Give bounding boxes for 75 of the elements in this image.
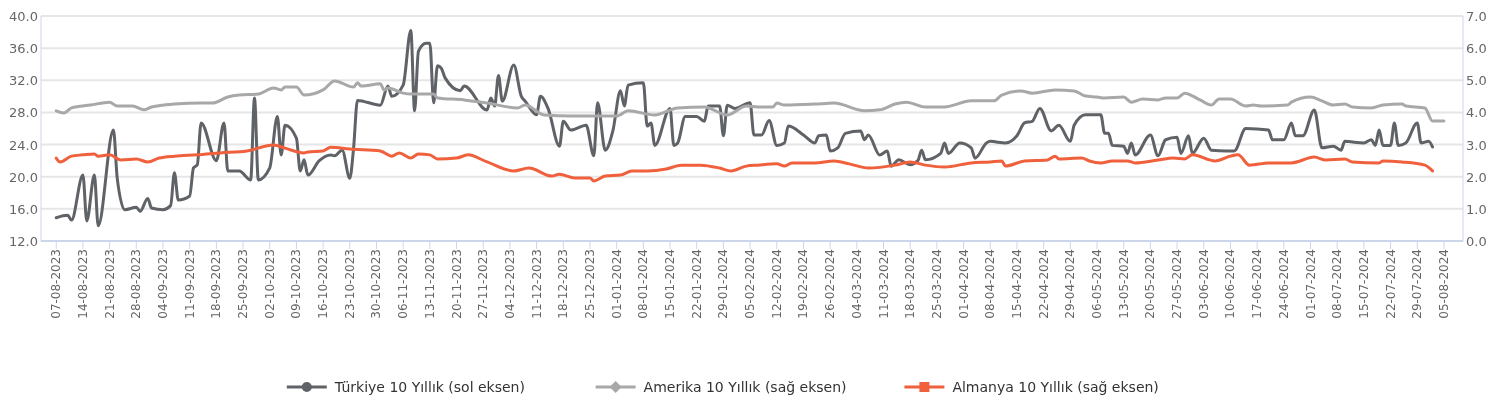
x-tick-label: 06-05-2024 (1090, 249, 1105, 319)
x-tick-label: 10-06-2024 (1223, 249, 1238, 319)
x-tick-label: 29-01-2024 (716, 249, 731, 319)
x-tick-label: 22-07-2024 (1383, 249, 1398, 319)
x-tick-label: 13-11-2023 (422, 249, 437, 319)
x-tick-label: 21-08-2023 (102, 249, 117, 319)
y-tick-label: 32.0 (9, 73, 38, 89)
y-tick-label: 12.0 (9, 234, 38, 249)
line-series (54, 143, 1434, 183)
x-tick-label: 19-02-2024 (796, 249, 811, 319)
y-tick-label: 20.0 (9, 169, 38, 185)
x-tick-label: 16-10-2023 (316, 249, 331, 319)
x-tick-label: 25-12-2023 (582, 249, 597, 319)
x-tick-label: 12-02-2024 (769, 249, 784, 319)
x-tick-label: 18-03-2024 (903, 249, 918, 319)
x-tick-label: 25-09-2023 (236, 249, 251, 319)
x-tick-label: 15-04-2024 (1009, 249, 1024, 319)
x-tick-label: 14-08-2023 (75, 249, 90, 319)
x-tick-label: 06-11-2023 (396, 249, 411, 319)
x-tick-label: 02-10-2023 (262, 249, 277, 319)
x-tick-label: 24-06-2024 (1276, 249, 1291, 319)
y2-tick-label: 7.0 (1466, 9, 1487, 24)
x-tick-label: 11-09-2023 (182, 249, 197, 319)
x-tick-label: 04-03-2024 (849, 249, 864, 319)
x-tick-label: 30-10-2023 (369, 249, 384, 319)
x-tick-label: 08-01-2024 (636, 249, 651, 319)
y2-tick-label: 0.0 (1466, 234, 1487, 249)
x-tick-label: 23-10-2023 (342, 249, 357, 319)
x-tick-label: 17-06-2024 (1250, 249, 1265, 319)
y-tick-label: 16.0 (9, 201, 38, 217)
y-tick-label: 24.0 (9, 137, 38, 153)
x-tick-label: 03-06-2024 (1196, 249, 1211, 319)
x-tick-label: 05-08-2024 (1436, 249, 1451, 319)
y-tick-label: 40.0 (9, 9, 38, 24)
x-tick-label: 04-09-2023 (155, 249, 170, 319)
x-tick-label: 01-07-2024 (1303, 249, 1318, 319)
line-series (54, 28, 1434, 228)
y2-tick-label: 5.0 (1466, 73, 1487, 89)
y2-tick-label: 1.0 (1466, 201, 1487, 217)
x-tick-label: 01-04-2024 (956, 249, 971, 319)
x-tick-label: 25-03-2024 (929, 249, 944, 319)
y2-tick-label: 4.0 (1466, 105, 1487, 121)
x-tick-label: 11-12-2023 (529, 249, 544, 319)
x-tick-label: 04-12-2023 (502, 249, 517, 319)
x-tick-label: 18-12-2023 (556, 249, 571, 319)
x-tick-label: 29-07-2024 (1410, 249, 1425, 319)
x-tick-label: 01-01-2024 (609, 249, 624, 319)
x-tick-label: 08-04-2024 (983, 249, 998, 319)
line-series (54, 79, 1446, 123)
x-tick-label: 09-10-2023 (289, 249, 304, 319)
x-tick-label: 26-02-2024 (823, 249, 838, 319)
x-tick-label: 11-03-2024 (876, 249, 891, 319)
x-tick-label: 29-04-2024 (1063, 249, 1078, 319)
legend-label: Türkiye 10 Yıllık (sol eksen) (333, 379, 525, 395)
legend-label: Almanya 10 Yıllık (sağ eksen) (952, 379, 1159, 395)
x-tick-label: 08-07-2024 (1330, 249, 1345, 319)
x-tick-label: 13-05-2024 (1116, 249, 1131, 319)
x-tick-label: 28-08-2023 (129, 249, 144, 319)
y-tick-label: 28.0 (9, 105, 38, 121)
y2-tick-label: 2.0 (1466, 169, 1487, 185)
y-tick-label: 36.0 (9, 41, 38, 57)
x-tick-label: 27-05-2024 (1170, 249, 1185, 319)
x-tick-label: 27-11-2023 (476, 249, 491, 319)
y2-tick-label: 6.0 (1466, 41, 1487, 57)
x-tick-label: 18-09-2023 (209, 249, 224, 319)
x-tick-label: 22-04-2024 (1036, 249, 1051, 319)
x-tick-label: 15-07-2024 (1356, 249, 1371, 319)
x-tick-label: 20-11-2023 (449, 249, 464, 319)
x-tick-label: 07-08-2023 (49, 249, 64, 319)
legend-label: Amerika 10 Yıllık (sağ eksen) (643, 379, 847, 395)
y2-tick-label: 3.0 (1466, 137, 1487, 153)
x-tick-label: 20-05-2024 (1143, 249, 1158, 319)
x-tick-label: 05-02-2024 (743, 249, 758, 319)
x-tick-label: 22-01-2024 (689, 249, 704, 319)
x-tick-label: 15-01-2024 (663, 249, 678, 319)
